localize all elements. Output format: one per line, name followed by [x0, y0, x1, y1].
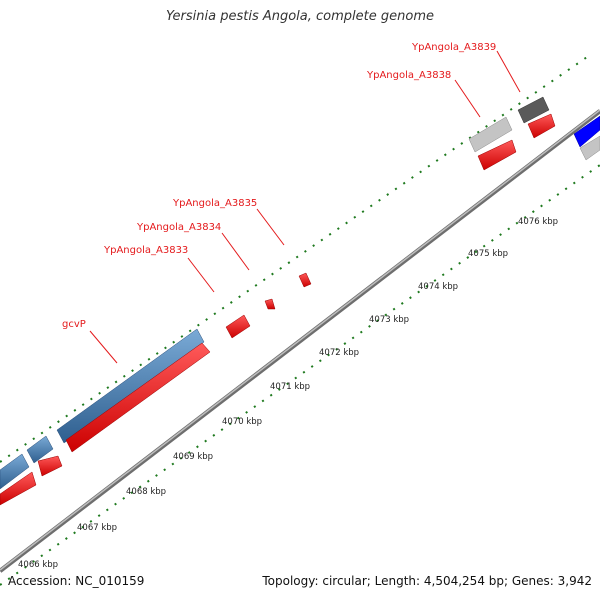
- forward-genes: [0, 328, 205, 490]
- kbp-4069: 4069 kbp: [173, 452, 213, 462]
- kbp-4073: 4073 kbp: [369, 315, 409, 325]
- kbp-4067: 4067 kbp: [77, 523, 117, 533]
- gene-reverse-c[interactable]: [0, 471, 37, 506]
- gene-a3838-red[interactable]: [477, 139, 517, 171]
- gene-forward-b[interactable]: [26, 435, 54, 464]
- backbone: [0, 109, 600, 573]
- inner-tick-ring: [0, 164, 600, 586]
- kbp-4066: 4066 kbp: [18, 560, 58, 570]
- label-a3835: YpAngola_A3835: [172, 198, 257, 209]
- gene-gray-edge[interactable]: [579, 135, 600, 161]
- label-a3834: YpAngola_A3834: [136, 222, 221, 233]
- gene-blue-edge[interactable]: [573, 115, 600, 148]
- kbp-4068: 4068 kbp: [126, 487, 166, 497]
- gene-a3838[interactable]: [468, 116, 513, 153]
- label-a3833: YpAngola_A3833: [103, 245, 188, 256]
- other-genes: [468, 96, 600, 161]
- gene-reverse-b[interactable]: [37, 455, 63, 477]
- kbp-4076: 4076 kbp: [518, 217, 558, 227]
- label-gcvP: gcvP: [62, 319, 86, 330]
- accession-text: Accession: NC_010159: [8, 574, 145, 588]
- kbp-4071: 4071 kbp: [270, 382, 310, 392]
- kbp-4070: 4070 kbp: [222, 417, 262, 427]
- gene-a3839-red[interactable]: [527, 113, 556, 139]
- kbp-4072: 4072 kbp: [319, 348, 359, 358]
- gene-forward-c[interactable]: [0, 453, 30, 490]
- kbp-4075: 4075 kbp: [468, 249, 508, 259]
- label-a3839: YpAngola_A3839: [411, 42, 496, 53]
- gene-reverse-a[interactable]: [65, 342, 211, 453]
- gene-a3835[interactable]: [298, 272, 312, 288]
- reverse-genes: [0, 113, 556, 506]
- label-a3838: YpAngola_A3838: [366, 70, 451, 81]
- map-title: Yersinia pestis Angola, complete genome: [166, 9, 434, 24]
- label-leaders: [89, 50, 521, 364]
- gene-a3833[interactable]: [225, 314, 251, 339]
- gene-gcvP[interactable]: [56, 328, 205, 444]
- gene-a3839[interactable]: [517, 96, 550, 124]
- gene-a3834[interactable]: [264, 298, 276, 310]
- kbp-4074: 4074 kbp: [418, 282, 458, 292]
- topology-text: Topology: circular; Length: 4,504,254 bp…: [262, 574, 592, 588]
